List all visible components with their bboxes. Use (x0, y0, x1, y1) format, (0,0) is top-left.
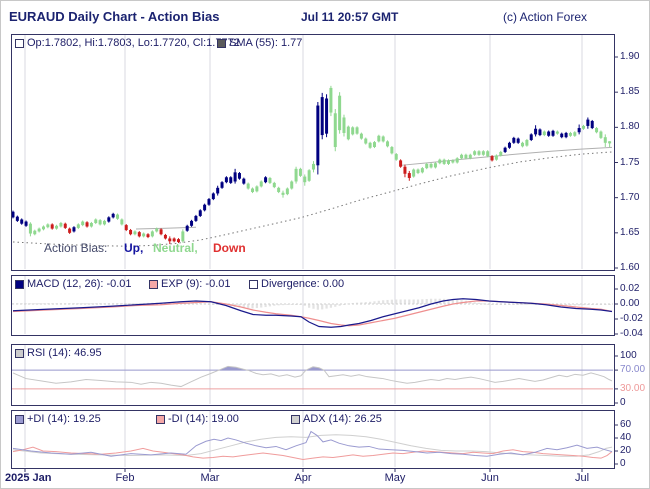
chart-timestamp: Jul 11 20:57 GMT (301, 10, 399, 24)
macd-legend-label: MACD (12, 26): -0.01 (27, 278, 132, 290)
divergence-legend-label: Divergence: 0.00 (261, 278, 345, 290)
rsi-legend-swatch (15, 349, 24, 358)
chart-copyright: (c) Action Forex (503, 10, 588, 24)
rsi-axis-label-2: 30.00 (620, 382, 646, 394)
price-axis-label-4: 1.70 (620, 191, 640, 203)
x-axis-label-month-1: Feb (115, 472, 135, 484)
rsi-axis-label-3: 0 (620, 397, 626, 408)
exp-legend-swatch (149, 280, 158, 289)
x-axis-label-month-4: May (384, 472, 406, 484)
x-axis-label-month-5: Jun (481, 472, 499, 484)
price-axis-label-5: 1.65 (620, 226, 640, 238)
minus-di-legend-label: -DI (14): 19.00 (168, 413, 239, 425)
price-axis-label-1: 1.85 (620, 86, 640, 98)
ohlc-legend-swatch (15, 39, 24, 48)
action-bias-neutral: Neutral, (153, 241, 198, 255)
price-axis-label-0: 1.90 (620, 51, 640, 62)
x-axis-label-month-2: Mar (200, 472, 220, 484)
macd-axis-label-3: -0.04 (620, 328, 643, 339)
x-axis-label-month-6: Jul (574, 472, 590, 484)
adx-legend-swatch (291, 415, 300, 424)
exp-legend-label: EXP (9): -0.01 (161, 278, 231, 290)
di-axis-label-0: 60 (620, 419, 632, 430)
minus-di-legend-swatch (156, 415, 165, 424)
price-axis-label-6: 1.60 (620, 262, 640, 273)
di-axis-label-1: 40 (620, 432, 632, 443)
plus-di-legend-swatch (15, 415, 24, 424)
sma-legend-swatch (217, 39, 226, 48)
ohlc-legend-label: Op:1.7802, Hi:1.7803, Lo:1.7720, Cl:1.77… (27, 37, 240, 49)
di-axis-label-3: 0 (620, 458, 626, 469)
rsi-legend-label: RSI (14): 46.95 (27, 347, 102, 359)
x-axis-label-month-3: Apr (294, 472, 312, 484)
plus-di-legend-label: +DI (14): 19.25 (27, 413, 101, 425)
adx-legend-label: ADX (14): 26.25 (303, 413, 382, 425)
macd-legend-swatch (15, 280, 24, 289)
macd-axis-label-1: 0.00 (620, 298, 640, 309)
rsi-axis-label-0: 100 (620, 350, 637, 361)
rsi-axis-label-1: 70.00 (620, 364, 646, 376)
macd-axis-label-0: 0.02 (620, 283, 640, 294)
di-axis-label-2: 20 (620, 445, 632, 456)
action-bias-label: Action Bias: (44, 241, 108, 255)
sma-legend-label: SMA (55): 1.77 (229, 37, 303, 49)
price-axis-label-3: 1.75 (620, 156, 640, 168)
price-axis-label-2: 1.80 (620, 121, 640, 133)
chart-title: EURAUD Daily Chart - Action Bias (9, 9, 220, 24)
divergence-legend-swatch (249, 280, 258, 289)
macd-axis-label-2: -0.02 (620, 313, 643, 324)
action-bias-up: Up, (124, 241, 144, 255)
action-bias-down: Down (213, 241, 246, 255)
x-axis-label-month-0: 2025 Jan (5, 472, 52, 484)
